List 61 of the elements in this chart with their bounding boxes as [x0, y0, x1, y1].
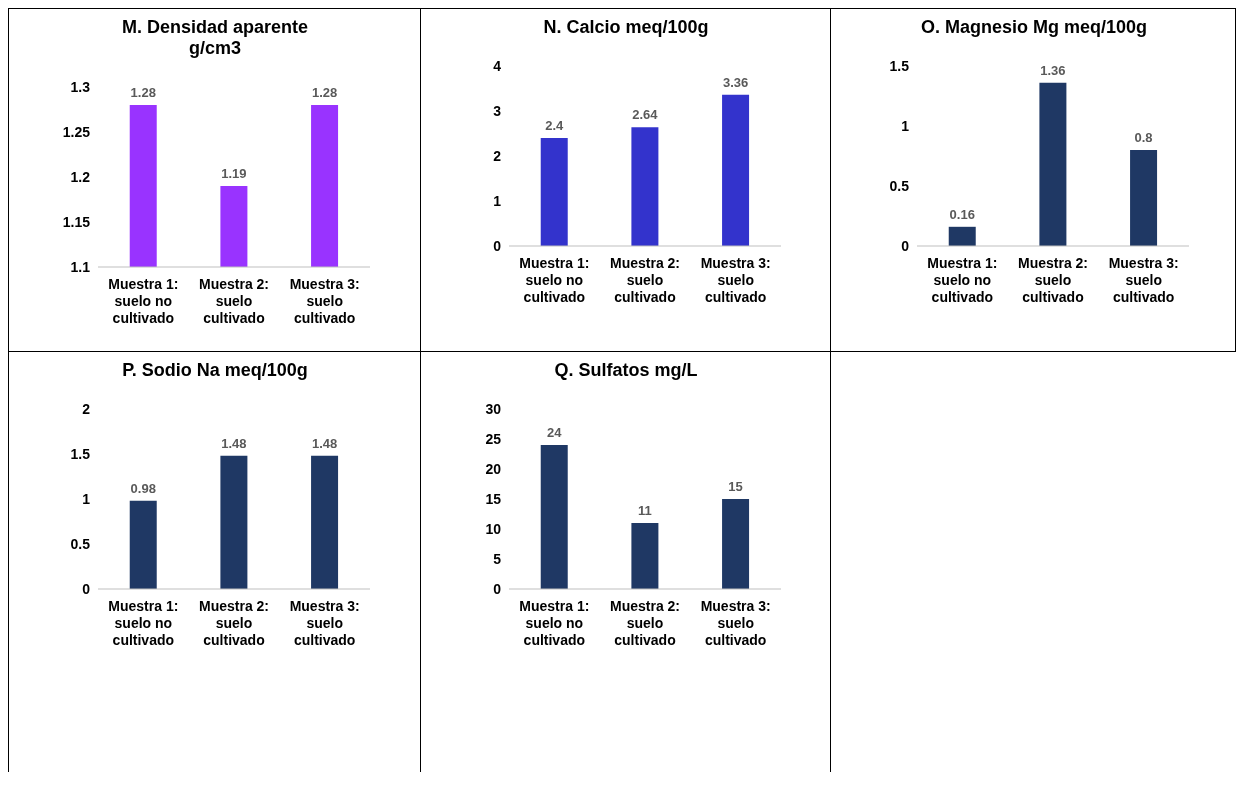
data-label: 1.48	[311, 435, 338, 451]
y-tick-label: 0	[901, 237, 910, 254]
y-tick-label: 1.5	[889, 57, 910, 74]
data-label: 1.19	[221, 166, 247, 181]
data-label: 0.98	[130, 480, 156, 496]
x-tick-label: Muestra 3: suelo cultivado	[1108, 255, 1179, 305]
chart-title: O. Magnesio Mg meq/100g	[919, 17, 1148, 38]
y-tick-label: 0	[82, 580, 91, 597]
y-tick-label: 1.3	[70, 78, 91, 95]
x-tick-label: Muestra 1: suelo no cultivado	[519, 255, 590, 305]
y-tick-label: 1	[901, 117, 910, 134]
x-tick-label: Muestra 3: suelo cultivado	[700, 598, 771, 648]
y-tick-label: 0.5	[889, 177, 910, 194]
x-tick-label: Muestra 1: suelo no cultivado	[108, 276, 179, 326]
data-label: 3.36	[722, 74, 749, 90]
data-label: 15	[728, 479, 743, 494]
x-tick-label: Muestra 2: suelo cultivado	[198, 276, 270, 326]
data-label: 1.28	[311, 85, 338, 100]
y-tick-label: 0	[493, 237, 502, 254]
y-tick-label: 10	[485, 520, 502, 537]
y-tick-label: 1.1	[70, 258, 91, 275]
data-label: 2.64	[632, 107, 659, 123]
data-label: 1.28	[130, 85, 156, 100]
y-tick-label: 1.2	[70, 168, 91, 185]
chart-title: M. Densidad aparente g/cm3	[120, 17, 309, 59]
data-label: 1.48	[221, 435, 247, 451]
x-tick-label: Muestra 1: suelo no cultivado	[927, 255, 998, 305]
y-tick-label: 30	[485, 400, 502, 417]
y-tick-label: 0.5	[70, 535, 91, 552]
data-label: 2.4	[545, 118, 565, 133]
y-tick-label: 1.5	[70, 445, 91, 462]
y-tick-label: 1	[82, 490, 91, 507]
x-tick-label: Muestra 2: suelo cultivado	[609, 255, 681, 305]
chart-title: P. Sodio Na meq/100g	[121, 360, 309, 381]
y-tick-label: 15	[485, 490, 502, 507]
x-tick-label: Muestra 1: suelo no cultivado	[519, 598, 590, 648]
y-tick-label: 1.15	[62, 213, 91, 230]
x-tick-label: Muestra 3: suelo cultivado	[700, 255, 771, 305]
data-label: 11	[638, 503, 652, 518]
data-label: 1.36	[1040, 62, 1066, 78]
y-tick-label: 4	[493, 57, 502, 74]
y-tick-label: 25	[485, 430, 502, 447]
y-tick-label: 20	[485, 460, 502, 477]
y-tick-label: 2	[82, 400, 91, 417]
data-label: 24	[547, 425, 563, 440]
x-tick-label: Muestra 3: suelo cultivado	[289, 598, 360, 648]
chart-title: N. Calcio meq/100g	[542, 17, 710, 38]
x-tick-label: Muestra 2: suelo cultivado	[1017, 255, 1089, 305]
y-tick-label: 3	[493, 102, 502, 119]
data-label: 0.16	[949, 206, 975, 222]
x-tick-label: Muestra 2: suelo cultivado	[609, 598, 681, 648]
y-tick-label: 5	[493, 550, 502, 567]
x-tick-label: Muestra 1: suelo no cultivado	[108, 598, 179, 648]
x-tick-label: Muestra 2: suelo cultivado	[198, 598, 270, 648]
data-label: 0.8	[1134, 130, 1153, 145]
y-tick-label: 1	[493, 192, 502, 209]
y-tick-label: 2	[493, 147, 502, 164]
y-tick-label: 0	[493, 580, 502, 597]
chart-title: Q. Sulfatos mg/L	[553, 360, 699, 381]
x-tick-label: Muestra 3: suelo cultivado	[289, 276, 360, 326]
y-tick-label: 1.25	[62, 123, 91, 140]
